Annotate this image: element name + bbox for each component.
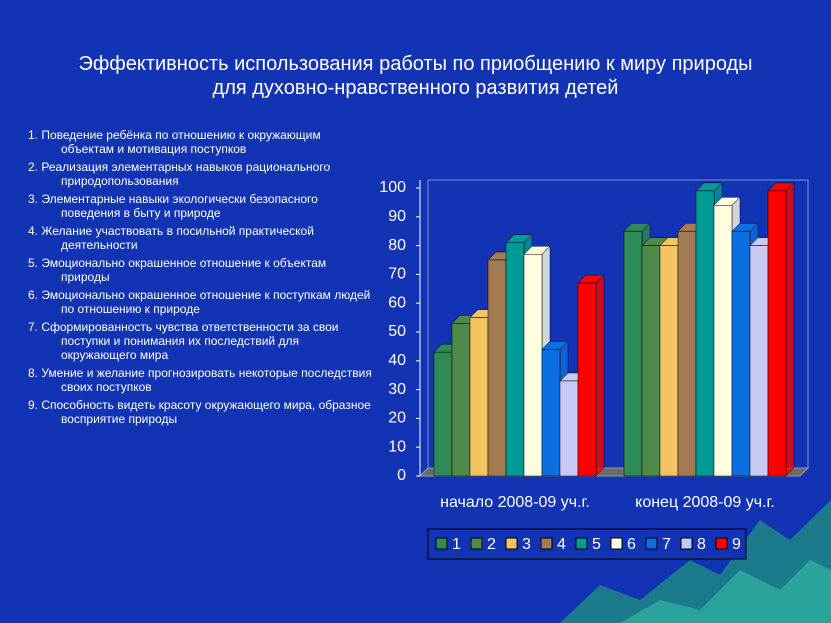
bar	[713, 205, 733, 477]
legend-label: 7	[662, 536, 671, 553]
bar	[523, 253, 543, 477]
legend-swatch	[470, 537, 483, 550]
criteria-item: 8. Умение и желание прогнозировать некот…	[28, 366, 372, 394]
legend-label: 4	[557, 536, 566, 553]
bar	[469, 317, 489, 477]
bar-side	[595, 274, 605, 477]
bar	[559, 380, 579, 477]
criteria-item: 6. Эмоционально окрашенное отношение к п…	[28, 288, 371, 316]
y-tick-label: 100	[379, 179, 406, 196]
legend-label: 1	[452, 536, 461, 553]
bar	[505, 242, 525, 477]
legend-label: 6	[627, 536, 636, 553]
y-tick-label: 40	[388, 352, 406, 369]
y-tick-label: 30	[388, 381, 406, 398]
y-tick-label: 80	[388, 237, 406, 254]
criteria-item: 7. Сформированность чувства ответственно…	[28, 320, 339, 362]
y-tick-label: 20	[388, 410, 406, 427]
bar	[623, 230, 643, 477]
criteria-item: 5. Эмоционально окрашенное отношение к о…	[28, 256, 327, 284]
bar	[487, 259, 507, 477]
bar	[451, 323, 471, 477]
criteria-item: 1. Поведение ребёнка по отношению к окру…	[28, 128, 321, 156]
title: Эффективность использования работы по пр…	[78, 53, 753, 99]
bar	[659, 245, 679, 477]
criteria-item: 2. Реализация элементарных навыков рацио…	[28, 160, 331, 188]
bar	[541, 349, 561, 477]
bar-side	[785, 182, 795, 477]
criteria-item: 9. Способность видеть красоту окружающег…	[28, 398, 371, 426]
bar	[695, 190, 715, 477]
legend-swatch	[610, 537, 623, 550]
bar	[731, 230, 751, 477]
legend-swatch	[715, 537, 728, 550]
bar	[749, 245, 769, 477]
bar	[677, 230, 697, 477]
legend-label: 3	[522, 536, 531, 553]
bar	[767, 190, 787, 477]
legend-label: 9	[732, 536, 741, 553]
y-tick-label: 60	[388, 294, 406, 311]
y-tick-label: 90	[388, 208, 406, 225]
x-tick-label: начало 2008-09 уч.г.	[440, 494, 590, 511]
criteria-item: 4. Желание участвовать в посильной практ…	[28, 224, 314, 252]
bar	[433, 351, 453, 477]
mountains	[620, 560, 831, 623]
legend-swatch	[645, 537, 658, 550]
bar	[577, 282, 597, 477]
legend-swatch	[680, 537, 693, 550]
criteria-item: 3. Элементарные навыки экологически безо…	[28, 192, 318, 220]
criteria-list: 1. Поведение ребёнка по отношению к окру…	[28, 128, 373, 430]
legend-swatch	[540, 537, 553, 550]
y-tick-label: 10	[388, 438, 406, 455]
y-tick-label: 70	[388, 266, 406, 283]
legend-label: 5	[592, 536, 601, 553]
legend-swatch	[505, 537, 518, 550]
legend-swatch	[575, 537, 588, 550]
legend-label: 8	[697, 536, 706, 553]
legend-label: 2	[487, 536, 496, 553]
bar	[641, 245, 661, 477]
y-tick-label: 0	[397, 467, 406, 484]
y-tick-label: 50	[388, 323, 406, 340]
x-tick-label: конец 2008-09 уч.г.	[635, 494, 775, 511]
legend-swatch	[435, 537, 448, 550]
